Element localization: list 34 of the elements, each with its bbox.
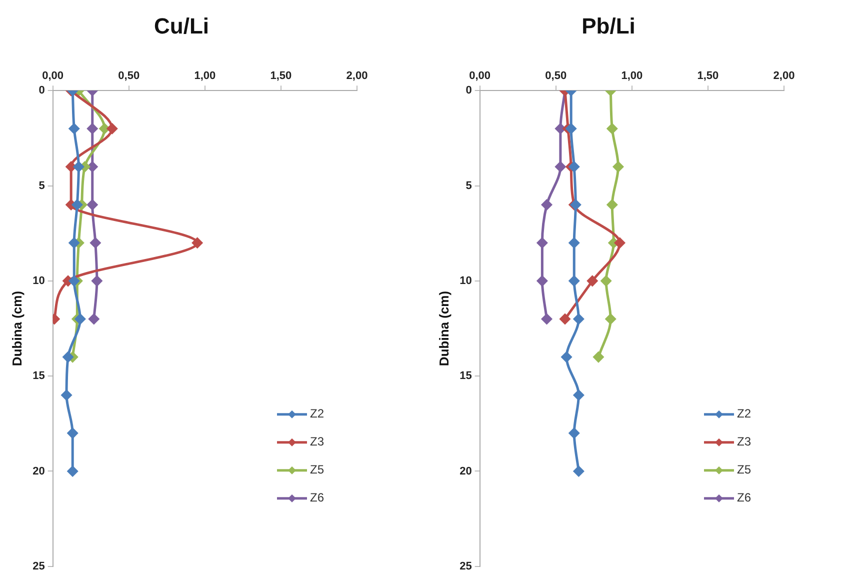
- x-tick-label: 0,00: [469, 70, 491, 82]
- chart-title: Cu/Li: [154, 13, 209, 38]
- y-axis-title: Dubina (cm): [9, 290, 24, 366]
- y-tick-label: 20: [32, 465, 45, 478]
- legend-label: Z5: [310, 462, 324, 477]
- y-tick-label: 20: [460, 465, 472, 478]
- legend-label: Z6: [310, 490, 324, 505]
- legend-label: Z3: [310, 434, 324, 449]
- y-tick-label: 15: [460, 370, 472, 382]
- x-tick-label: 1,00: [194, 70, 216, 82]
- y-tick-label: 15: [32, 370, 45, 382]
- legend-label: Z2: [310, 406, 324, 421]
- y-tick-label: 25: [32, 560, 45, 572]
- x-tick-label: 0,50: [118, 70, 140, 82]
- x-tick-label: 1,50: [697, 70, 719, 82]
- chart-title: Pb/Li: [582, 13, 636, 38]
- x-tick-label: 2,00: [773, 70, 795, 82]
- x-tick-label: 2,00: [346, 70, 368, 82]
- legend-label: Z2: [737, 406, 752, 421]
- legend-label: Z6: [737, 490, 752, 505]
- y-tick-label: 25: [460, 560, 472, 572]
- y-tick-label: 0: [466, 84, 472, 97]
- y-tick-label: 5: [38, 180, 45, 192]
- y-tick-label: 10: [460, 274, 472, 287]
- x-tick-label: 1,50: [270, 70, 292, 82]
- legend-label: Z5: [737, 462, 752, 477]
- x-tick-label: 0,50: [545, 70, 567, 82]
- legend-label: Z3: [737, 434, 752, 449]
- y-tick-label: 10: [32, 274, 45, 287]
- x-tick-label: 0,00: [42, 70, 64, 82]
- y-axis-title: Dubina (cm): [436, 290, 452, 366]
- x-tick-label: 1,00: [621, 70, 643, 82]
- y-tick-label: 5: [466, 180, 472, 192]
- y-tick-label: 0: [38, 84, 45, 97]
